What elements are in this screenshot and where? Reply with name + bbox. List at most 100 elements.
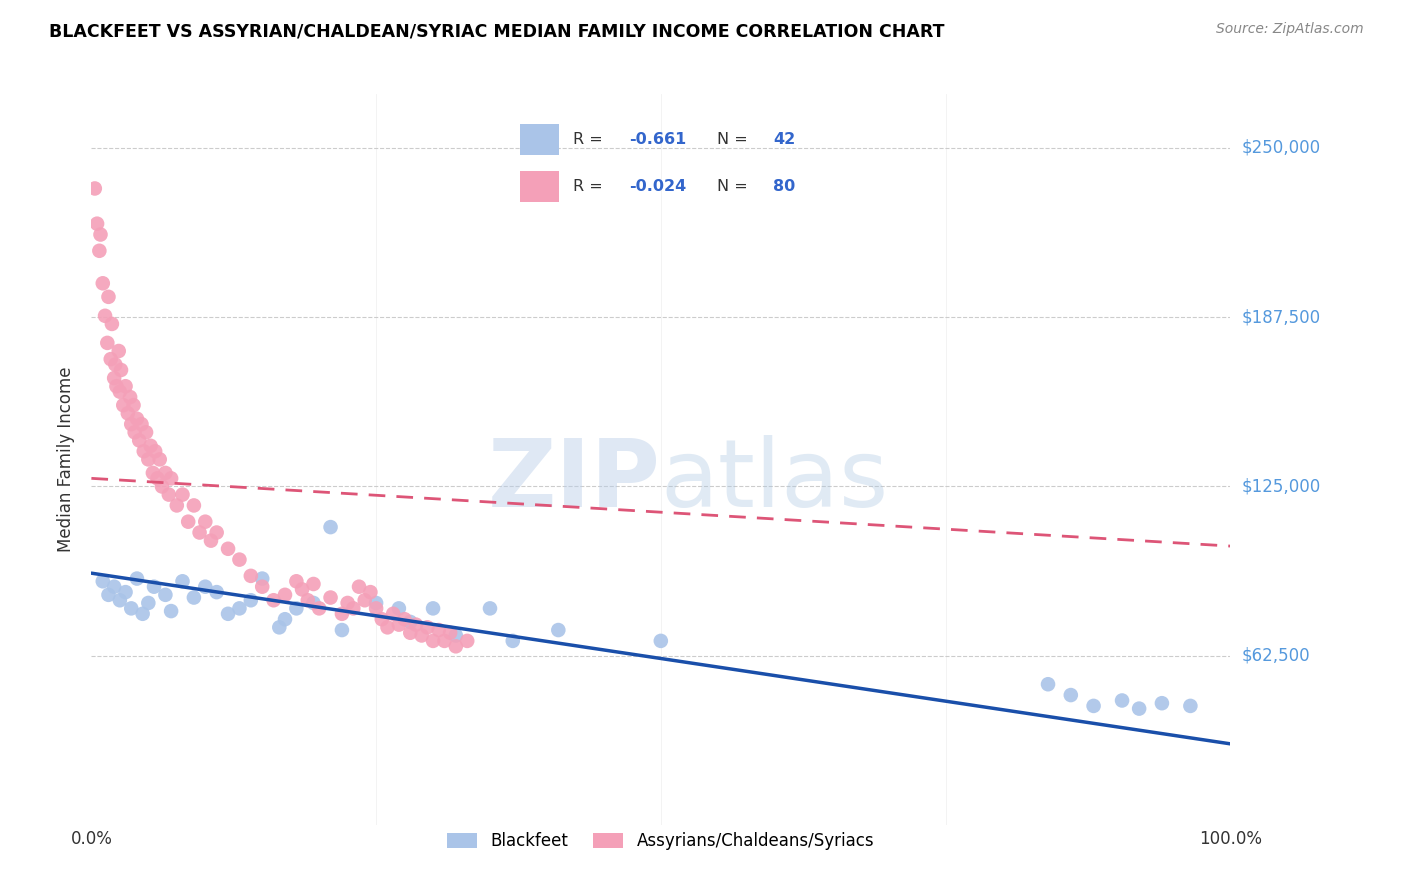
Point (394, 612, 416, 626)
Point (353, 593, 375, 607)
Text: Source: ZipAtlas.com: Source: ZipAtlas.com (1216, 22, 1364, 37)
Point (444, 640, 467, 654)
Bar (520, 124, 558, 154)
Point (104, 358, 127, 372)
Point (89, 227, 111, 242)
Point (297, 593, 319, 607)
Point (100, 352, 122, 367)
Text: $250,000: $250,000 (1241, 139, 1320, 157)
Text: R =: R = (574, 179, 607, 194)
Point (160, 604, 183, 618)
Point (138, 596, 160, 610)
Point (330, 607, 353, 621)
Point (291, 582, 314, 597)
Point (194, 515, 217, 529)
Point (146, 471, 169, 485)
Point (183, 591, 205, 605)
Point (364, 596, 387, 610)
Point (188, 525, 211, 540)
Point (131, 417, 153, 432)
Point (285, 601, 308, 615)
Text: 80: 80 (773, 179, 796, 194)
Point (138, 452, 160, 467)
Point (228, 552, 250, 566)
Point (422, 633, 444, 648)
Point (110, 363, 132, 377)
Point (86, 217, 108, 231)
Point (274, 588, 297, 602)
Point (83, 181, 105, 195)
Point (478, 601, 501, 615)
Point (388, 601, 411, 615)
Text: BLACKFEET VS ASSYRIAN/CHALDEAN/SYRIAC MEDIAN FAMILY INCOME CORRELATION CHART: BLACKFEET VS ASSYRIAN/CHALDEAN/SYRIAC ME… (49, 22, 945, 40)
Text: atlas: atlas (661, 435, 889, 527)
Point (128, 434, 150, 448)
Point (172, 487, 194, 501)
Text: $62,500: $62,500 (1241, 647, 1310, 665)
Point (172, 574, 194, 589)
Point (330, 623, 353, 637)
Point (135, 425, 157, 440)
Point (139, 439, 162, 453)
Point (422, 601, 444, 615)
Point (120, 601, 142, 615)
Point (177, 515, 200, 529)
Point (399, 625, 422, 640)
Point (183, 499, 205, 513)
Point (217, 541, 239, 556)
Point (239, 593, 262, 607)
Point (117, 406, 139, 420)
Point (150, 479, 173, 493)
Point (217, 607, 239, 621)
Point (1036, 677, 1059, 691)
Point (411, 628, 433, 642)
Point (97, 290, 120, 304)
Point (101, 317, 124, 331)
Point (149, 452, 172, 467)
Point (94, 309, 117, 323)
Point (377, 620, 399, 634)
Point (547, 623, 569, 637)
Point (433, 633, 456, 648)
Point (132, 444, 155, 458)
Point (107, 344, 129, 359)
Point (108, 384, 131, 399)
Point (125, 411, 148, 425)
Point (427, 623, 450, 637)
Point (157, 487, 180, 501)
Point (114, 379, 136, 393)
Text: N =: N = (717, 132, 754, 146)
Point (456, 633, 478, 648)
Point (416, 620, 439, 634)
Point (347, 580, 370, 594)
Point (143, 580, 166, 594)
Point (359, 585, 381, 599)
Point (112, 398, 135, 412)
Point (97, 588, 120, 602)
Point (388, 617, 411, 632)
Point (405, 617, 427, 632)
Point (502, 633, 524, 648)
Text: $125,000: $125,000 (1241, 477, 1320, 495)
Point (205, 585, 228, 599)
Point (269, 620, 291, 634)
Point (108, 593, 131, 607)
Point (285, 574, 308, 589)
Point (160, 471, 183, 485)
Point (250, 580, 273, 594)
Point (96, 335, 118, 350)
Point (143, 444, 166, 458)
Point (103, 371, 125, 385)
Point (364, 601, 387, 615)
Point (302, 577, 325, 591)
Point (1083, 698, 1105, 713)
Point (124, 425, 146, 440)
Point (444, 628, 467, 642)
Legend: Blackfeet, Assyrians/Chaldeans/Syriacs: Blackfeet, Assyrians/Chaldeans/Syriacs (440, 826, 882, 857)
Point (166, 499, 188, 513)
Point (114, 585, 136, 599)
Point (399, 615, 422, 629)
Point (122, 398, 145, 412)
Point (125, 572, 148, 586)
Point (205, 525, 228, 540)
